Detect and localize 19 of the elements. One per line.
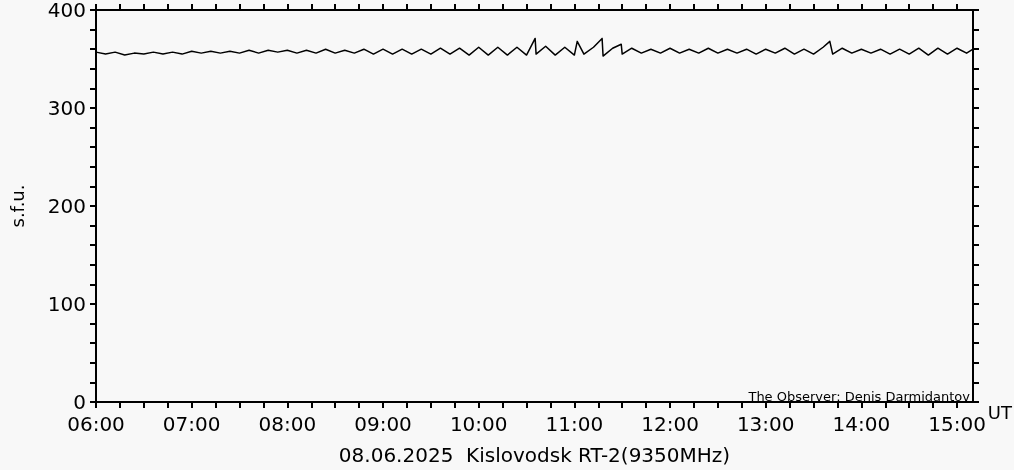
x-tick-label: 14:00 — [832, 412, 891, 436]
y-tick-label: 300 — [47, 96, 86, 120]
x-axis-title: 08.06.2025 Kislovodsk RT-2(9350MHz) — [338, 443, 731, 467]
text: UT — [987, 401, 1013, 423]
x-tick-label: 15:00 — [928, 412, 986, 436]
x-tick-label: 09:00 — [354, 412, 412, 436]
x-tick-label: 11:00 — [545, 412, 604, 436]
x-tick-label: 07:00 — [162, 412, 221, 436]
x-tick-label: 08:00 — [258, 412, 317, 436]
y-tick-label: 0 — [73, 390, 86, 414]
x-tick-label: 13:00 — [736, 412, 795, 436]
y-axis-title: s.f.u. — [6, 184, 28, 228]
y-tick-label: 100 — [47, 292, 86, 316]
y-tick-label: 200 — [47, 194, 86, 218]
x-tick-label: 10:00 — [449, 412, 508, 436]
y-tick-label: 400 — [47, 0, 86, 22]
x-tick-label: 06:00 — [67, 412, 125, 436]
annotation: The Observer: Denis Darmidantov — [747, 389, 971, 404]
x-tick-label: 12:00 — [641, 412, 699, 436]
